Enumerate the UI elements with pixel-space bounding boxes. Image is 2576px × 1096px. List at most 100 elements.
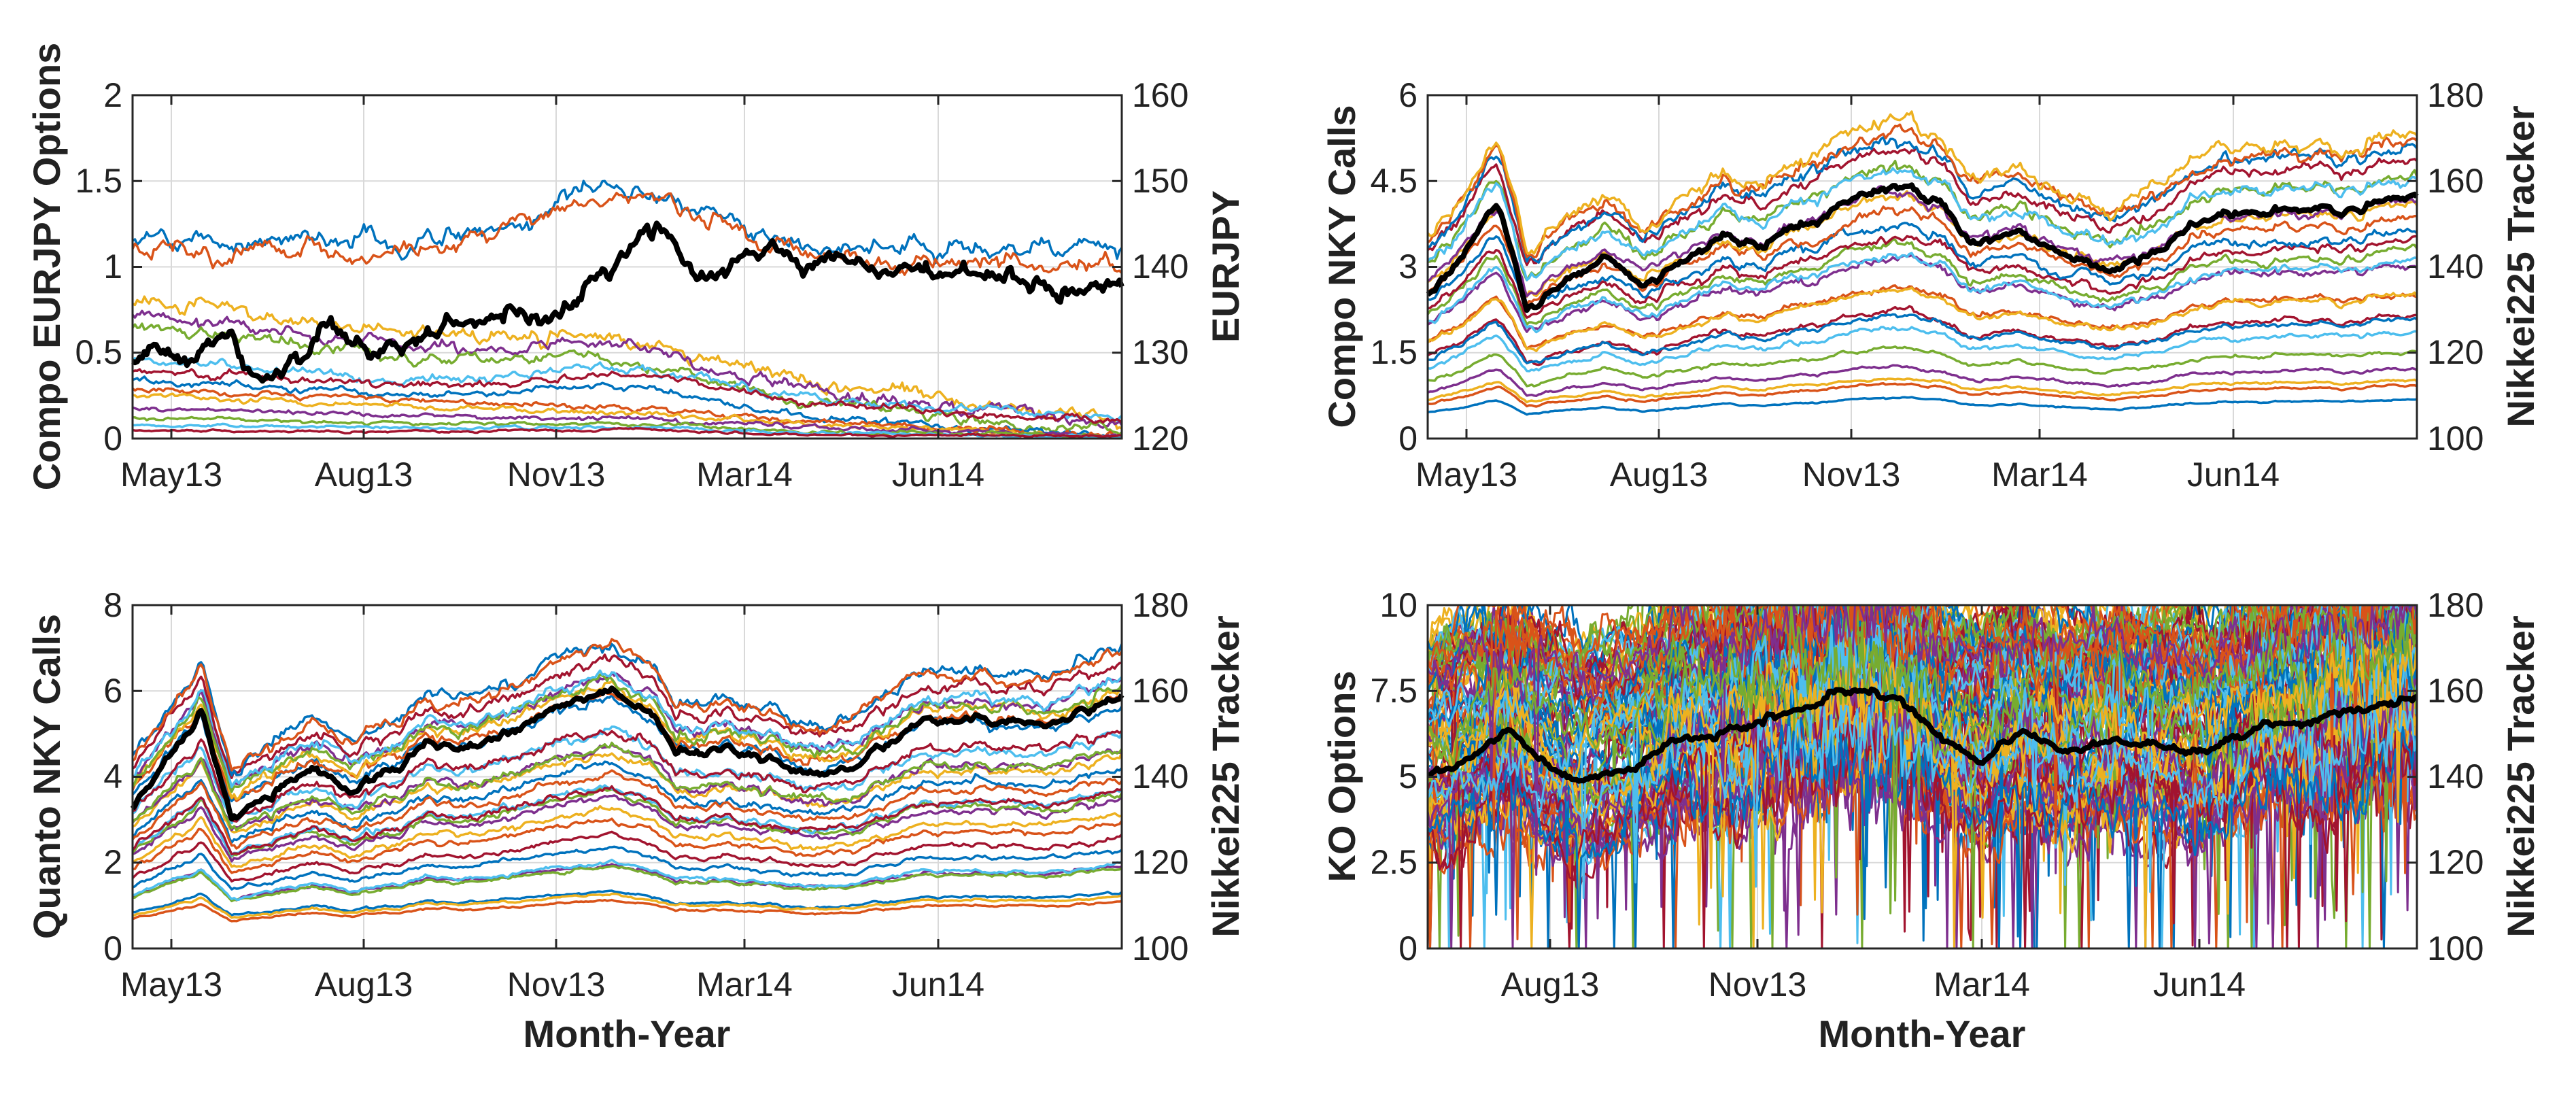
series-line (132, 426, 1122, 439)
y-tick: 10 (1379, 586, 1418, 624)
y-tick: 0 (1398, 929, 1418, 967)
series-line (131, 741, 1123, 832)
y-tick: 0.5 (75, 333, 122, 371)
tracker-line (130, 685, 1124, 822)
y-tick: 0 (1398, 419, 1418, 458)
series-line (1426, 710, 2418, 950)
y-axis-label: Compo NKY Calls (1320, 105, 1363, 428)
series-line (132, 669, 1123, 789)
x-tick: Mar14 (1934, 965, 2030, 1004)
y-tick: 3 (1398, 247, 1418, 286)
series-line (1426, 604, 2418, 950)
y2-tick: 180 (2427, 76, 2484, 114)
y-tick: 2 (103, 843, 122, 881)
ticks (133, 604, 1122, 950)
y-tick: 1 (103, 247, 122, 286)
series-line (1427, 396, 2418, 416)
x-tick: Mar14 (696, 456, 793, 494)
series-line (1427, 377, 2418, 404)
y2-tick: 160 (1132, 76, 1188, 114)
series-line (132, 817, 1123, 874)
series-line (132, 729, 1123, 823)
series-line (1427, 345, 2418, 388)
x-tick: Jun14 (2153, 965, 2246, 1004)
series-line (1426, 110, 2418, 255)
series-line (1427, 136, 2418, 264)
y-tick: 4.5 (1370, 162, 1418, 200)
y-tick: 1.5 (75, 162, 122, 200)
x-tick: Jun14 (2187, 456, 2280, 494)
series-line (1426, 710, 2418, 950)
y-tick: 6 (103, 672, 122, 710)
y2-tick: 150 (1132, 162, 1188, 200)
series-layer (131, 179, 1124, 439)
series-line (132, 760, 1123, 844)
series-line (1427, 382, 2418, 408)
series-line (131, 804, 1122, 868)
panel-compo-nky: 6 4.5 3 1.5 0 180 160 140 120 100 May13 … (1320, 76, 2542, 494)
series-line (1427, 717, 2418, 950)
series-line (132, 889, 1123, 917)
y2-tick: 180 (1132, 586, 1188, 624)
series-line (1427, 145, 2418, 267)
panel-ko-options: 10 7.5 5 2.5 0 180 160 140 120 100 Aug13… (1320, 586, 2542, 1055)
series-line (132, 845, 1122, 891)
series-line (131, 673, 1123, 793)
series-line (132, 392, 1122, 439)
ticks (1428, 94, 2417, 440)
series-line (132, 752, 1123, 834)
series-line (132, 375, 1122, 439)
series-line (131, 355, 1123, 422)
series-line (132, 638, 1123, 772)
x-tick: Aug13 (315, 965, 413, 1004)
y-tick: 1.5 (1370, 333, 1418, 371)
series-line (1427, 222, 2418, 311)
y2-tick: 120 (2427, 333, 2484, 371)
y2-tick: 140 (1132, 247, 1188, 286)
x-tick: Aug13 (1501, 965, 1600, 1004)
y2-axis-label: EURJPY (1204, 190, 1247, 343)
y2-tick: 180 (2427, 586, 2484, 624)
series-line (131, 322, 1123, 436)
y2-axis-label: Nikkei225 Tracker (2499, 615, 2542, 937)
y-tick: 0 (103, 929, 122, 967)
x-tick: May13 (120, 965, 222, 1004)
series-line (1427, 364, 2418, 398)
x-tick: Mar14 (696, 965, 793, 1004)
panel-quanto-nky: 8 6 4 2 0 180 160 140 120 100 May13 Aug1… (25, 586, 1247, 1055)
series-line (132, 865, 1122, 903)
ticks (1428, 604, 2417, 950)
y2-tick: 160 (2427, 162, 2484, 200)
y2-tick: 120 (1132, 843, 1188, 881)
series-line (1426, 629, 2418, 950)
y2-tick: 120 (2427, 843, 2484, 881)
panel-compo-eurjpy: 2 1.5 1 0.5 0 160 150 140 130 120 May13 … (25, 43, 1247, 494)
y2-tick: 140 (2427, 247, 2484, 286)
series-line (131, 309, 1123, 429)
series-line (1427, 252, 2418, 334)
y-tick: 2 (103, 76, 122, 114)
series-layer (1426, 110, 2419, 416)
x-tick: Jun14 (892, 965, 984, 1004)
y-tick: 6 (1398, 76, 1418, 114)
y2-tick: 140 (2427, 757, 2484, 795)
series-line (132, 892, 1122, 919)
series-line (1427, 123, 2418, 258)
series-layer (1426, 604, 2418, 950)
y-axis-label: KO Options (1320, 670, 1363, 882)
y-tick: 7.5 (1370, 672, 1418, 710)
series-line (1426, 604, 2418, 902)
y2-axis-label: Nikkei225 Tracker (1204, 615, 1247, 937)
x-tick: Aug13 (1610, 456, 1708, 494)
x-tick: May13 (1415, 456, 1517, 494)
x-axis-label: Month-Year (1819, 1012, 2026, 1055)
series-line (1426, 685, 2418, 888)
series-layer (130, 638, 1124, 923)
series-line (132, 794, 1123, 863)
y-tick: 8 (103, 586, 122, 624)
tracker-line (131, 220, 1124, 384)
series-line (1426, 286, 2418, 353)
y2-tick: 140 (1132, 757, 1188, 795)
x-tick: Nov13 (507, 965, 606, 1004)
